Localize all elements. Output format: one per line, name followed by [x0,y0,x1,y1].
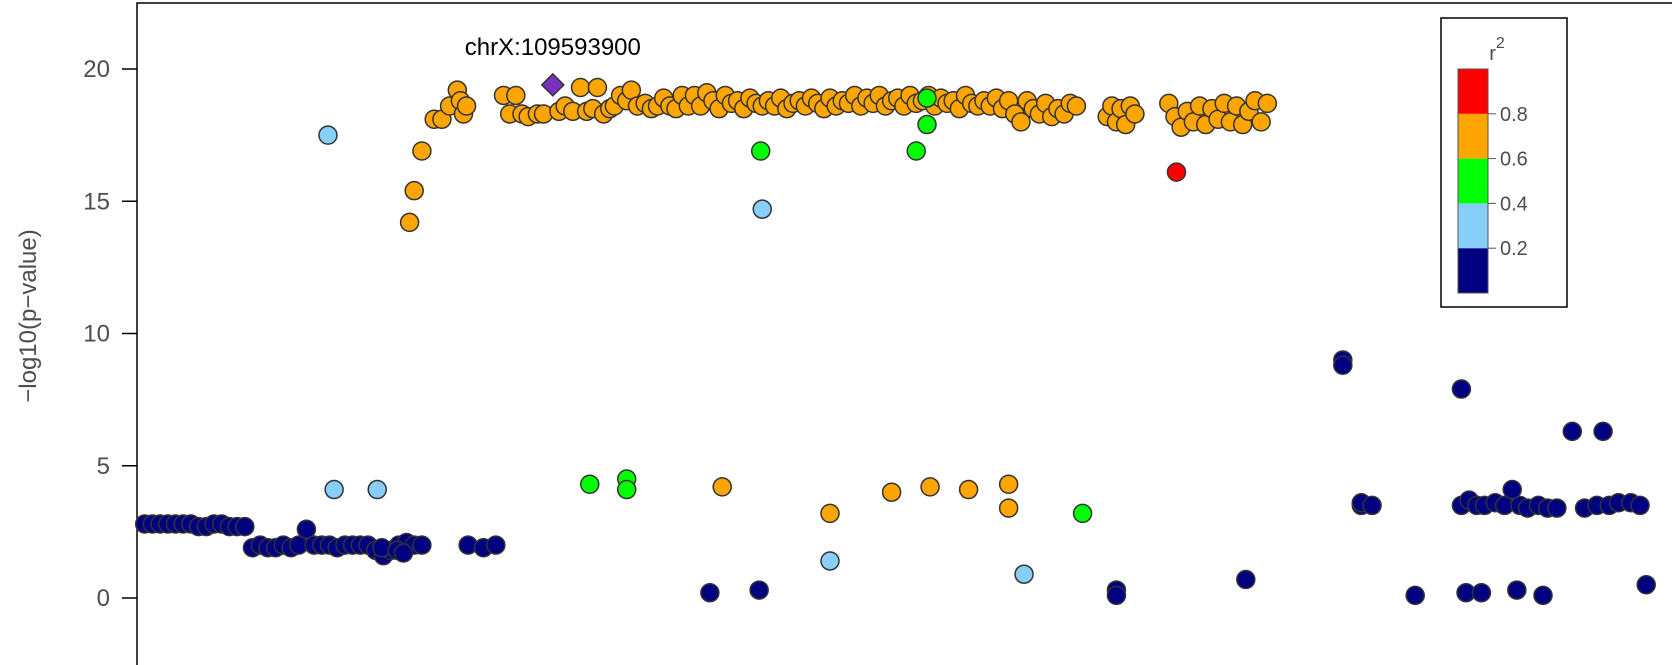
legend-tick-label: 0.4 [1500,193,1528,215]
legend-colorbar-frame [1457,68,1489,294]
snp-point [1636,575,1656,595]
snp-point [412,535,432,555]
snp-point [998,474,1019,495]
snp-point [700,582,720,603]
legend-swatch [1458,158,1488,204]
r2-legend: r2 0.2 0.4 0.6 0.8 [1440,17,1568,308]
snp-point [616,479,637,500]
legend-swatch [1458,203,1488,249]
snp-point [486,535,506,555]
y-tick-label: 5 [97,453,110,480]
snp-point [1533,585,1553,606]
snp-point [412,141,432,161]
y-tick-label: 15 [83,188,110,215]
snp-point [1106,585,1127,606]
snp-point [1451,379,1472,399]
snp-point [506,85,526,106]
snp-point [367,479,387,500]
snp-point [1125,104,1145,124]
snp-point [998,498,1019,518]
y-axis: 0 5 10 15 20 [83,56,137,612]
snp-point [1236,569,1256,590]
snp-point [456,96,477,116]
snp-point [324,479,344,500]
snp-point [1562,421,1583,442]
snp-point [750,141,771,161]
plot-panel [136,2,1672,665]
snp-point [1507,580,1527,600]
snp-point [1502,479,1522,500]
legend-tick-label: 0.8 [1500,104,1528,126]
snp-point [399,212,420,233]
snp-point [917,114,937,135]
snp-point [881,482,902,502]
snp-point [1166,162,1187,182]
snp-point [296,519,317,539]
snp-point [820,503,840,524]
lead-snp-annotation: chrX:109593900 [465,34,641,61]
lead-snp-diamond [540,72,565,97]
legend-swatch [1458,69,1488,114]
y-tick-label: 20 [83,56,110,83]
snp-point [235,516,255,537]
snp-point [1072,503,1093,524]
snp-point [1066,96,1087,116]
data-points [134,77,1656,606]
snp-point [749,580,769,600]
legend-tick-label: 0.6 [1500,149,1528,171]
legend-swatch [1458,248,1488,293]
snp-point [1405,585,1425,606]
snp-point [1257,93,1278,114]
snp-point [1547,498,1567,518]
legend-title-superscript: 2 [1496,35,1505,52]
legend-swatches: 0.2 0.4 0.6 0.8 [1457,68,1528,294]
legend-swatch [1458,113,1488,159]
snp-point [920,477,940,497]
snp-point [917,88,937,108]
y-tick-label: 10 [83,321,110,348]
snp-point [570,77,591,98]
snp-point [318,125,338,145]
snp-point [958,479,979,500]
snp-point [1333,355,1353,375]
snp-point [1471,582,1492,603]
snp-point [820,551,840,571]
snp-point [1011,112,1031,132]
snp-point [1362,495,1382,516]
snp-point [1251,112,1271,132]
snp-point [752,199,772,219]
snp-point [712,477,732,497]
y-tick-label: 0 [97,585,110,612]
legend-tick-label: 0.2 [1500,238,1528,260]
legend-title: r2 [1489,35,1505,65]
snp-point [906,141,926,161]
lead-snp [540,72,565,97]
snp-point [1593,421,1613,442]
snp-point [393,543,414,563]
snp-point [580,474,600,495]
snp-point [1630,495,1650,516]
y-axis-title: −log10(p−value) [15,229,42,402]
snp-point [404,180,424,201]
snp-point [587,77,608,98]
snp-point [1014,564,1034,584]
